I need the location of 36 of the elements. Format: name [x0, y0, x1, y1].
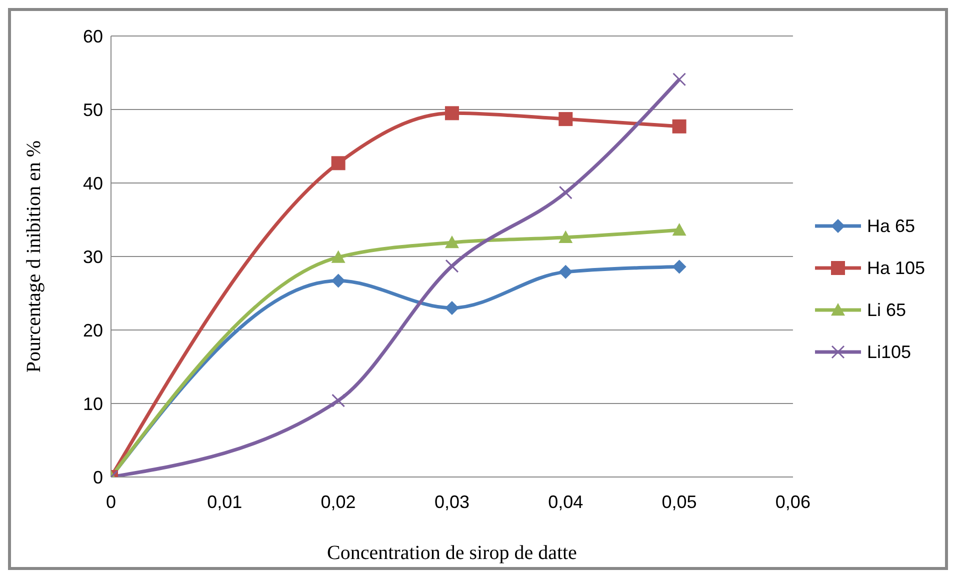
- point: [445, 259, 459, 273]
- point: [331, 274, 346, 288]
- y-tick-label: 10: [82, 394, 103, 414]
- x-tick-label: 0,03: [434, 492, 470, 512]
- x-tick-label: 0,01: [207, 492, 242, 512]
- legend-label: Li 65: [866, 300, 906, 320]
- legend-label: Li105: [866, 342, 911, 362]
- y-tick-label: 60: [82, 26, 103, 46]
- x-tick-label: 0,04: [548, 492, 584, 512]
- point: [672, 223, 686, 236]
- point: [444, 106, 459, 120]
- x-axis-title: Concentration de sirop de datte: [327, 542, 578, 564]
- legend-label: Ha 65: [866, 216, 915, 236]
- point: [558, 186, 572, 200]
- point: [331, 156, 346, 170]
- point: [558, 112, 573, 126]
- x-tick-label: 0,06: [775, 492, 810, 512]
- x-tick-label: 0,05: [662, 492, 697, 512]
- point: [558, 230, 573, 243]
- legend-label: Ha 105: [866, 258, 925, 278]
- y-tick-label: 50: [82, 100, 103, 120]
- point: [672, 72, 686, 86]
- y-axis-title: Pourcentage d inibition en %: [23, 140, 46, 373]
- y-tick-label: 0: [92, 467, 103, 488]
- point: [332, 394, 346, 408]
- y-tick-label: 40: [82, 173, 103, 194]
- y-tick-label: 30: [82, 246, 103, 267]
- point: [672, 119, 686, 134]
- point: [331, 250, 346, 263]
- point: [558, 264, 573, 279]
- point: [672, 260, 686, 274]
- x-tick-label: 0,02: [320, 492, 356, 512]
- y-tick-label: 20: [82, 320, 103, 340]
- point: [444, 236, 459, 248]
- point: [444, 300, 459, 315]
- x-tick-label: 0: [106, 492, 116, 512]
